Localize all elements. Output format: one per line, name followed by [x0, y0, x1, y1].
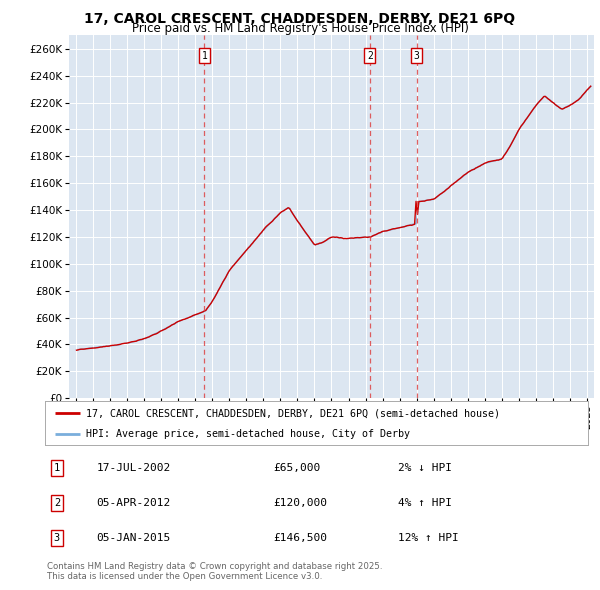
Text: 3: 3 — [414, 51, 419, 61]
Text: 3: 3 — [54, 533, 60, 543]
Text: 1: 1 — [54, 463, 60, 473]
Text: 2% ↓ HPI: 2% ↓ HPI — [398, 463, 452, 473]
Text: 17, CAROL CRESCENT, CHADDESDEN, DERBY, DE21 6PQ (semi-detached house): 17, CAROL CRESCENT, CHADDESDEN, DERBY, D… — [86, 408, 500, 418]
Text: Price paid vs. HM Land Registry's House Price Index (HPI): Price paid vs. HM Land Registry's House … — [131, 22, 469, 35]
Text: 2: 2 — [54, 498, 60, 508]
Text: 1: 1 — [202, 51, 208, 61]
Text: 05-APR-2012: 05-APR-2012 — [97, 498, 171, 508]
Text: 4% ↑ HPI: 4% ↑ HPI — [398, 498, 452, 508]
Text: HPI: Average price, semi-detached house, City of Derby: HPI: Average price, semi-detached house,… — [86, 428, 410, 438]
Text: 17-JUL-2002: 17-JUL-2002 — [97, 463, 171, 473]
Text: 05-JAN-2015: 05-JAN-2015 — [97, 533, 171, 543]
Text: 17, CAROL CRESCENT, CHADDESDEN, DERBY, DE21 6PQ: 17, CAROL CRESCENT, CHADDESDEN, DERBY, D… — [85, 12, 515, 26]
Text: £146,500: £146,500 — [273, 533, 327, 543]
Text: £120,000: £120,000 — [273, 498, 327, 508]
Text: 2: 2 — [367, 51, 373, 61]
Text: £65,000: £65,000 — [273, 463, 320, 473]
Text: 12% ↑ HPI: 12% ↑ HPI — [398, 533, 459, 543]
Text: Contains HM Land Registry data © Crown copyright and database right 2025.
This d: Contains HM Land Registry data © Crown c… — [47, 562, 382, 581]
